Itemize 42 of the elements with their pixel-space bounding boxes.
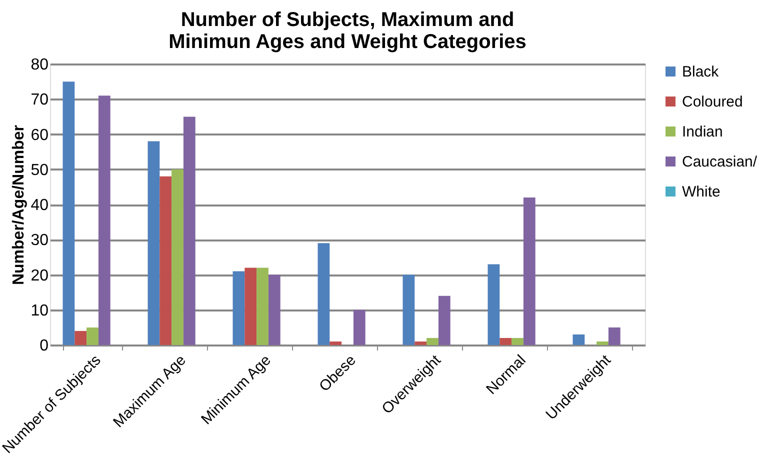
bar [86,327,98,345]
y-tick-label: 80 [30,56,49,74]
bar [500,338,512,345]
bar [353,310,366,345]
legend-label: Coloured [682,94,743,110]
bar [512,338,524,345]
bar [183,116,196,345]
bar [256,268,268,345]
bar [488,264,500,345]
bar [523,197,536,345]
chart-title: Number of Subjects, Maximum and Minimun Ages and Weight Categories [168,9,526,53]
legend-label: Indian [682,124,723,140]
bar [244,268,257,345]
bar [268,274,280,345]
bar [414,341,427,345]
bar [62,82,75,345]
y-tick-label: 70 [30,92,49,109]
bar [172,169,184,345]
legend-label: Black [682,64,720,80]
bar [438,296,450,345]
bar [232,271,245,345]
bar [160,176,172,345]
y-tick-label: 60 [30,126,49,144]
y-tick-label: 10 [30,302,49,320]
bar [572,334,585,345]
bar [402,274,415,345]
y-tick-label: 20 [30,267,49,284]
legend-label: Caucasian/ [682,154,758,170]
y-tick-label: 40 [30,197,49,214]
bar [74,330,87,345]
bar [608,327,620,345]
bar [596,341,608,345]
y-tick-label: 0 [40,338,49,354]
y-axis-title: Number/Age/Number [10,124,28,286]
bar [426,338,438,345]
legend-label: White [682,184,720,200]
bar [330,341,342,345]
bar [318,243,330,345]
bar [148,141,160,345]
bar [98,96,110,345]
y-tick-label: 50 [30,162,49,179]
y-tick-label: 30 [30,232,49,250]
